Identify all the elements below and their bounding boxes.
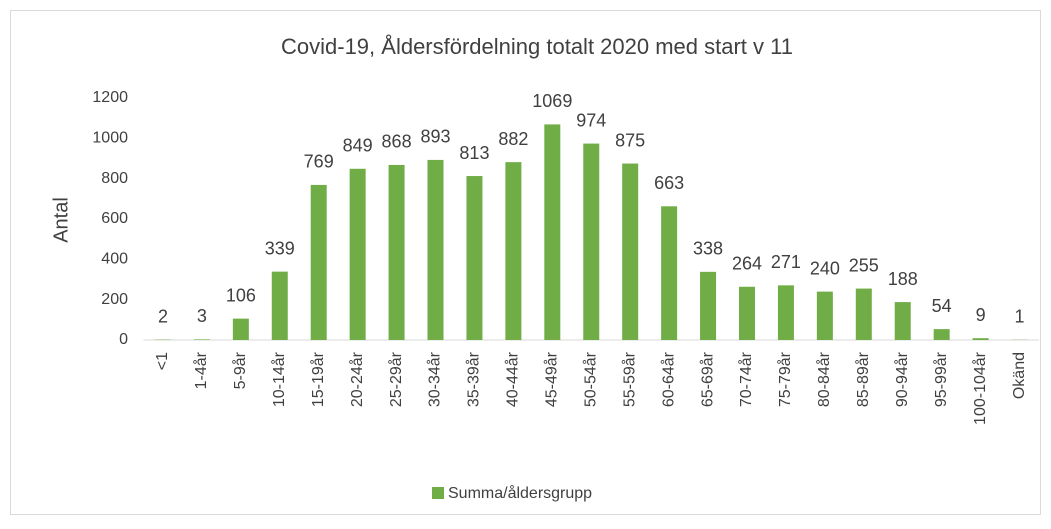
x-tick-label: 50-54år [581,351,599,407]
x-tick-label: 95-99år [932,351,950,407]
bar [973,338,989,340]
y-tick-label: 800 [101,170,128,187]
x-tick-label: 15-19år [309,351,327,407]
legend-swatch [432,487,444,499]
data-label: 338 [693,239,723,259]
data-label: 106 [226,285,256,305]
data-label: 974 [576,110,606,130]
x-tick-label: 80-84år [815,351,833,407]
data-label: 1069 [532,91,572,111]
bar [661,206,677,340]
x-tick-label: 25-29år [387,351,405,407]
x-tick-label: 45-49år [543,351,561,407]
data-label: 2 [158,306,168,326]
bar [778,285,794,340]
legend-label: Summa/åldersgrupp [448,484,592,502]
bar [700,272,716,340]
x-tick-label: 40-44år [504,351,522,407]
x-tick-label: 55-59år [620,351,638,407]
data-label: 849 [343,136,373,156]
bar [272,272,288,340]
x-tick-label: Okänd [1011,352,1028,399]
bar [544,124,560,340]
bar [505,162,521,340]
bar [194,339,210,340]
data-label: 875 [615,130,645,150]
bar [934,329,950,340]
y-tick-label: 0 [119,331,128,348]
chart-title: Covid-19, Åldersfördelning totalt 2020 m… [281,34,793,59]
y-tick-label: 1200 [92,89,128,106]
x-tick-label: <1 [154,352,171,370]
bar [428,160,444,340]
bar [856,289,872,340]
bar [311,185,327,340]
data-label: 1 [1015,307,1025,327]
data-label: 188 [888,269,918,289]
y-axis-title: Antal [50,197,72,243]
x-tick-label: 35-39år [465,351,483,407]
x-tick-label: 100-104år [971,351,989,425]
y-tick-label: 200 [101,291,128,308]
bar [233,319,249,340]
data-label: 893 [420,127,450,147]
x-tick-label: 90-94år [893,351,911,407]
data-label: 663 [654,173,684,193]
x-tick-label: 75-79år [776,351,794,407]
data-label: 769 [304,152,334,172]
y-tick-label: 600 [101,210,128,227]
x-tick-label: 65-69år [698,351,716,407]
bar [389,165,405,340]
x-tick-label: 85-89år [854,351,872,407]
bar [895,302,911,340]
x-tick-label: 20-24år [348,351,366,407]
chart-border [11,11,1041,515]
data-label: 240 [810,258,840,278]
bar [466,176,482,340]
data-label: 813 [459,143,489,163]
bar [583,144,599,340]
data-label: 9 [976,305,986,325]
x-tick-label: 5-9år [231,351,249,389]
x-tick-label: 70-74år [737,351,755,407]
y-tick-label: 1000 [92,130,128,147]
x-tick-label: 10-14år [270,351,288,407]
x-tick-label: 30-34år [426,351,444,407]
data-label: 868 [382,132,412,152]
data-label: 264 [732,254,762,274]
data-label: 339 [265,238,295,258]
x-tick-label: 60-64år [659,351,677,407]
bar [817,292,833,340]
bar [350,169,366,340]
data-label: 54 [932,296,952,316]
bar [739,287,755,340]
bar [622,164,638,340]
data-label: 271 [771,252,801,272]
data-label: 255 [849,255,879,275]
data-label: 882 [498,129,528,149]
data-label: 3 [197,306,207,326]
x-tick-label: 1-4år [192,351,210,389]
y-tick-label: 400 [101,251,128,268]
